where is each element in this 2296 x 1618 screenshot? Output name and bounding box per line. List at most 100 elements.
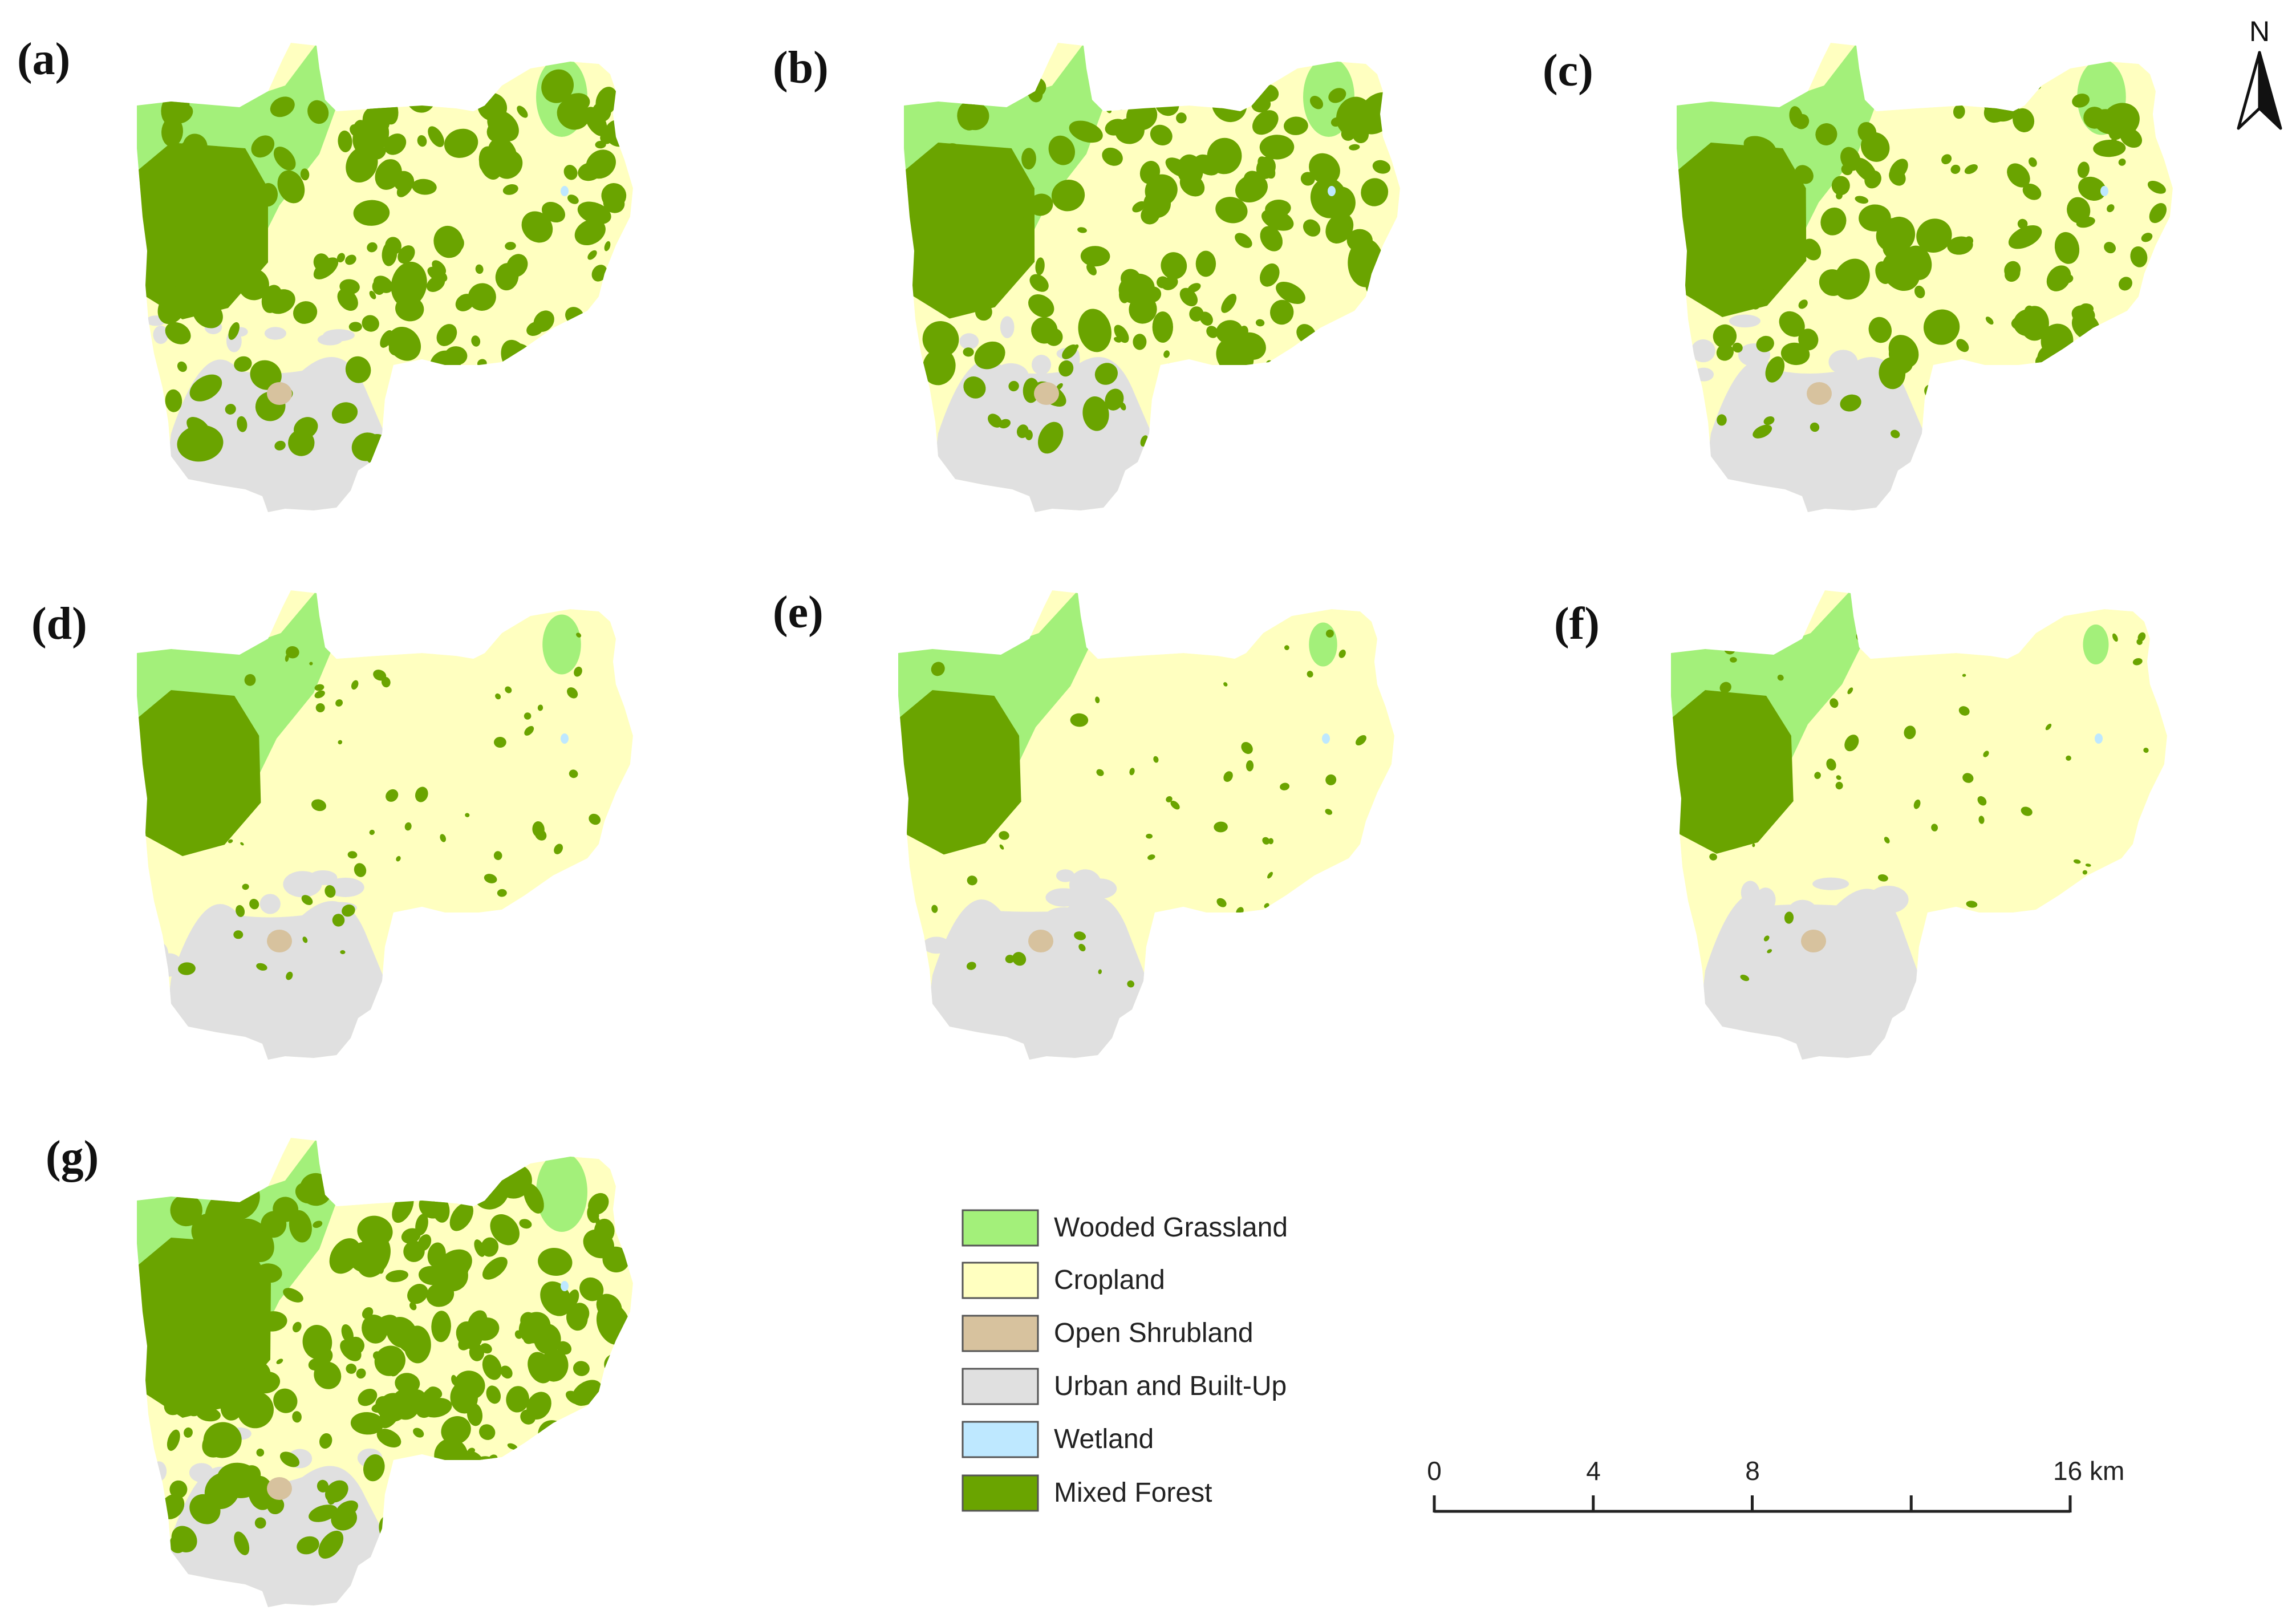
mixed-forest-patch	[232, 151, 253, 174]
mixed-forest-patch	[1005, 955, 1015, 963]
mixed-forest-patch	[449, 1478, 484, 1498]
mixed-forest-patch	[1215, 197, 1248, 224]
mixed-forest-patch	[348, 1177, 366, 1189]
mixed-forest-patch	[313, 1220, 323, 1228]
mixed-forest-patch	[1218, 413, 1242, 436]
legend-label-wooded-grassland: Wooded Grassland	[1054, 1213, 1288, 1243]
mixed-forest-patch	[286, 646, 299, 659]
mixed-forest-patch	[311, 799, 326, 812]
mixed-forest-patch	[412, 179, 437, 195]
mixed-forest-patch	[1001, 217, 1032, 250]
mixed-forest-patch	[169, 710, 176, 715]
mixed-forest-patch	[1266, 436, 1281, 451]
mixed-forest-patch	[220, 1393, 244, 1421]
mixed-forest-patch	[1361, 178, 1389, 206]
mixed-forest-patch	[433, 1257, 468, 1292]
mixed-forest-patch	[1977, 402, 2011, 437]
mixed-forest-patch	[2093, 139, 2126, 157]
mixed-forest-patch	[2111, 347, 2134, 369]
mixed-forest-patch	[604, 241, 611, 252]
mixed-forest-patch	[1962, 773, 1974, 783]
urban-patch	[1032, 355, 1052, 375]
mixed-forest-patch	[1192, 369, 1228, 404]
mixed-forest-patch	[2046, 383, 2058, 393]
mixed-forest-patch	[233, 930, 244, 939]
mixed-forest-patch	[1985, 317, 1994, 325]
mixed-forest-patch	[225, 404, 236, 415]
mixed-forest-patch	[396, 855, 401, 862]
mixed-forest-patch	[482, 1256, 508, 1280]
mixed-forest-patch	[581, 1509, 611, 1530]
mixed-forest-patch	[337, 289, 358, 311]
urban-patch	[964, 922, 989, 938]
mixed-forest-patch	[332, 914, 345, 927]
mixed-forest-patch	[581, 1432, 608, 1447]
mixed-forest-patch	[1338, 650, 1346, 658]
mixed-forest-patch	[592, 102, 611, 122]
urban-patch	[1691, 339, 1715, 363]
mixed-forest-patch	[963, 376, 986, 399]
urban-patch	[1056, 869, 1075, 882]
mixed-forest-patch	[523, 1328, 539, 1344]
urban-area	[1699, 357, 1939, 512]
mixed-forest-patch	[2006, 383, 2038, 415]
mixed-forest-patch	[471, 335, 481, 347]
mixed-forest-patch	[1923, 309, 1960, 345]
scale-label-16km: 16 km	[2053, 1456, 2124, 1486]
mixed-forest-patch	[1377, 971, 1389, 983]
mixed-forest-patch	[2098, 423, 2132, 455]
mixed-forest-patch	[517, 931, 528, 942]
urban-patch	[317, 334, 343, 346]
mixed-forest-patch	[521, 211, 553, 243]
mixed-forest-patch	[238, 268, 269, 301]
mixed-forest-patch	[2084, 405, 2106, 418]
mixed-forest-patch	[197, 280, 212, 302]
mixed-forest-patch	[1152, 311, 1173, 343]
mixed-forest-patch	[258, 183, 278, 207]
mixed-forest-patch	[1116, 640, 1121, 647]
mixed-forest-patch	[1333, 976, 1349, 989]
basin-landcover	[137, 43, 633, 512]
mixed-forest-patch	[587, 250, 597, 260]
mixed-forest-patch	[283, 1288, 303, 1303]
mixed-forest-patch	[403, 1240, 425, 1262]
mixed-forest-patch	[1820, 207, 1847, 236]
mixed-forest-patch	[1358, 879, 1364, 885]
urban-patch	[201, 963, 229, 973]
mixed-forest-patch	[393, 1535, 410, 1555]
mixed-forest-patch	[1280, 782, 1290, 790]
mixed-forest-patch	[1166, 796, 1173, 802]
mixed-forest-patch	[2007, 163, 2030, 188]
mixed-forest-patch	[1292, 363, 1314, 386]
urban-patch	[1693, 367, 1714, 382]
mixed-forest-patch	[2144, 356, 2160, 378]
mixed-forest-patch	[2006, 425, 2041, 460]
mixed-forest-patch	[388, 342, 403, 356]
mixed-forest-patch	[574, 666, 582, 677]
mixed-forest-patch	[484, 874, 497, 883]
mixed-forest-patch	[220, 195, 238, 224]
mixed-forest-patch	[504, 1222, 517, 1244]
mixed-forest-patch	[2125, 375, 2170, 412]
mixed-forest-patch	[331, 1506, 358, 1531]
mixed-forest-patch	[1717, 414, 1727, 426]
mixed-forest-patch	[1098, 969, 1102, 975]
mixed-forest-patch	[1300, 172, 1315, 186]
mixed-forest-patch	[387, 1402, 402, 1418]
mixed-forest-patch	[470, 392, 501, 431]
mixed-forest-patch	[369, 290, 376, 299]
mixed-forest-patch	[459, 400, 486, 429]
mixed-forest-patch	[1965, 407, 1972, 417]
mixed-forest-patch	[546, 1535, 571, 1556]
mixed-forest-patch	[2017, 218, 2028, 229]
mixed-forest-patch	[400, 401, 424, 433]
mixed-forest-patch	[538, 1247, 573, 1276]
mixed-forest-patch	[1978, 984, 1991, 996]
urban-area	[921, 895, 1161, 1060]
urban-patch	[1755, 887, 1776, 912]
mixed-forest-patch	[458, 1335, 473, 1351]
mixed-forest-patch	[465, 392, 476, 399]
mixed-forest-patch	[172, 636, 182, 647]
urban-patch	[1812, 877, 1849, 890]
mixed-forest-patch	[1252, 110, 1279, 135]
